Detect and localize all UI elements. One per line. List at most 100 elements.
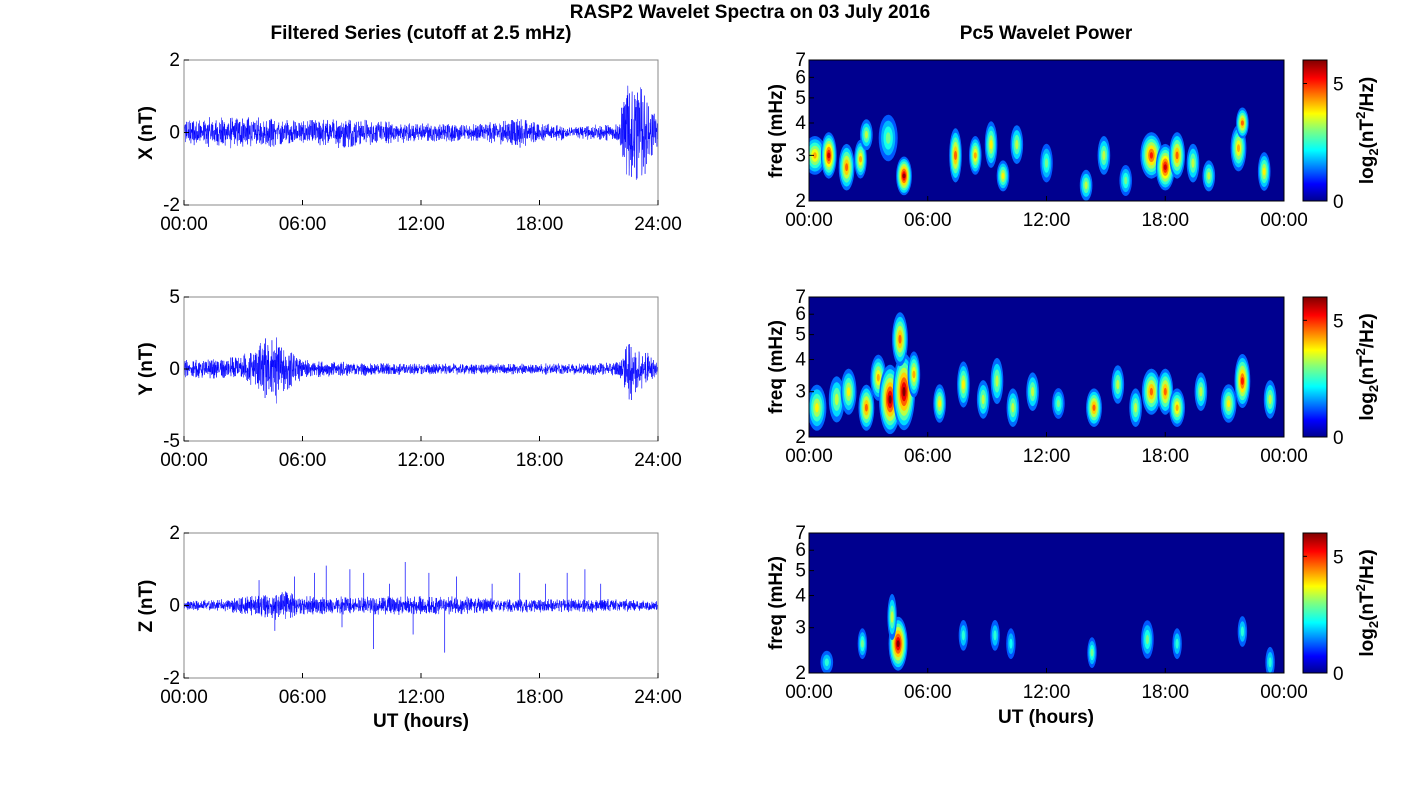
y-colorbar-tick: 0 (1333, 428, 1344, 449)
x-series-ytick: 0 (169, 123, 180, 144)
z-wavelet-blob (860, 639, 864, 648)
y-wavelet-xtick: 18:00 (1141, 446, 1189, 467)
y-wavelet-blob (864, 403, 868, 412)
z-series-line (183, 591, 659, 620)
z-series-xtick: 18:00 (516, 687, 564, 708)
y-colorbar (1302, 296, 1328, 438)
z-wavelet-ytick: 3 (795, 618, 806, 639)
z-series-ytick: -2 (163, 668, 180, 689)
x-wavelet-blob (1262, 167, 1266, 176)
y-wavelet-blob (1175, 404, 1179, 411)
z-series-ticks: 00:00 06:00 12:00 18:00 24:00 2 0 -2 (160, 523, 682, 708)
z-colorbar-label-text: log2(nT2/Hz) (1353, 549, 1381, 656)
y-wavelet-xtick: 06:00 (904, 446, 952, 467)
y-wavelet-blob (1056, 399, 1060, 408)
y-wavelet-blob (1163, 387, 1167, 396)
x-wavelet-blob (1044, 158, 1049, 168)
z-wavelet-xtick: 18:00 (1141, 682, 1189, 703)
y-wavelet-blob (981, 394, 985, 405)
x-series-ytick: -2 (163, 195, 180, 216)
z-wavelet-xtick: 00:00 (1260, 682, 1308, 703)
y-series-trace (183, 337, 659, 404)
y-wavelet-blob (898, 334, 902, 344)
z-colorbar-ticks: 50 (1303, 547, 1344, 685)
x-wavelet-blob (1084, 181, 1088, 190)
z-wavelet-blob (961, 630, 966, 641)
x-wavelet-blob (1124, 176, 1128, 185)
y-wavelet-ytick: 3 (795, 382, 806, 403)
x-wavelet-ytick: 4 (795, 113, 806, 134)
figure-title: RASP2 Wavelet Spectra on 03 July 2016 (570, 2, 930, 23)
x-wavelet-ytick: 2 (795, 191, 806, 212)
z-series-xtick: 24:00 (634, 687, 682, 708)
x-colorbar-tick: 5 (1333, 75, 1344, 96)
x-wavelet-ticks: 00:00 06:00 12:00 18:00 00:00 765 4 3 2 (785, 50, 1308, 231)
x-wavelet-blob (827, 152, 831, 159)
x-wavelet-ytick: 5 (795, 88, 806, 109)
x-wavelet-blob (989, 139, 993, 150)
y-series-xtick: 06:00 (279, 450, 327, 471)
y-wavelet-ytick: 6 (795, 304, 806, 325)
y-colorbar-label: log2(nT2/Hz) (1353, 313, 1381, 420)
x-series-ticks: 00:00 06:00 12:00 18:00 24:00 2 0 -2 (160, 50, 682, 235)
z-series-xlabel: UT (hours) (373, 711, 469, 732)
z-wavelet-xlabel: UT (hours) (998, 707, 1094, 728)
x-wavelet-blob (1191, 158, 1195, 168)
z-wavelet-blob (824, 658, 829, 667)
z-wavelet-blob (1145, 634, 1149, 645)
y-wavelet-blob (1092, 404, 1096, 411)
x-wavelet-blob (1175, 151, 1179, 160)
z-wavelet-blob (1268, 657, 1272, 668)
y-series-ylabel: Y (nT) (136, 342, 157, 395)
y-wavelet-blob (1240, 377, 1244, 385)
y-wavelet-blob (876, 373, 880, 382)
x-wavelet-blob (1015, 139, 1019, 150)
y-series-xtick: 24:00 (634, 450, 682, 471)
y-series-ticks: 00:00 06:00 12:00 18:00 24:00 5 0 -5 (160, 287, 682, 471)
x-colorbar-label-text: log2(nT2/Hz) (1353, 77, 1381, 184)
y-wavelet-blob (1116, 379, 1120, 390)
z-wavelet-blob (1240, 626, 1244, 637)
z-wavelet-ytick: 5 (795, 561, 806, 582)
z-colorbar-label: log2(nT2/Hz) (1353, 549, 1381, 656)
y-series-ytick: -5 (163, 431, 180, 452)
x-wavelet-blob (1149, 152, 1153, 159)
z-wavelet-blob (890, 611, 894, 623)
x-series-ytick: 2 (169, 50, 180, 71)
y-series-xtick: 00:00 (160, 450, 208, 471)
x-wavelet-xtick: 06:00 (904, 210, 952, 231)
x-wavelet-ylabel: freq (mHz) (766, 84, 787, 178)
x-wavelet-ytick: 3 (795, 145, 806, 166)
right-column-title: Pc5 Wavelet Power (960, 23, 1133, 44)
y-series-ytick: 0 (169, 359, 180, 380)
x-wavelet-ytick: 6 (795, 67, 806, 88)
z-wavelet-ytick: 2 (795, 663, 806, 684)
y-wavelet-xtick: 00:00 (785, 446, 833, 467)
x-wavelet-blob (1001, 172, 1005, 179)
y-wavelet-blob (1199, 386, 1203, 397)
y-wavelet-ytick: 7 (795, 287, 806, 308)
y-wavelet-blob (995, 375, 999, 387)
z-wavelet-ytick: 4 (795, 586, 806, 607)
y-wavelet-ylabel: freq (mHz) (766, 320, 787, 414)
z-wavelet-ylabel: freq (mHz) (766, 556, 787, 650)
z-colorbar-tick: 5 (1333, 547, 1344, 568)
x-wavelet-blob (1240, 120, 1244, 126)
z-wavelet-ytick: 6 (795, 540, 806, 561)
x-wavelet-blob (885, 132, 891, 144)
z-wavelet-blob (993, 630, 997, 641)
z-series-xtick: 00:00 (160, 687, 208, 708)
y-wavelet-ticks: 00:00 06:00 12:00 18:00 00:00 765 4 3 2 (785, 287, 1308, 467)
z-wavelet-xtick: 00:00 (785, 682, 833, 703)
x-wavelet-blobs (809, 107, 1271, 201)
y-wavelet-blob (1134, 402, 1138, 413)
z-series-xtick: 06:00 (279, 687, 327, 708)
z-wavelet-blob (1009, 638, 1013, 649)
y-wavelet-blob (902, 386, 906, 397)
y-wavelet-blob (1227, 399, 1231, 408)
y-wavelet-xtick: 00:00 (1260, 446, 1308, 467)
x-wavelet-xtick: 00:00 (1260, 210, 1308, 231)
